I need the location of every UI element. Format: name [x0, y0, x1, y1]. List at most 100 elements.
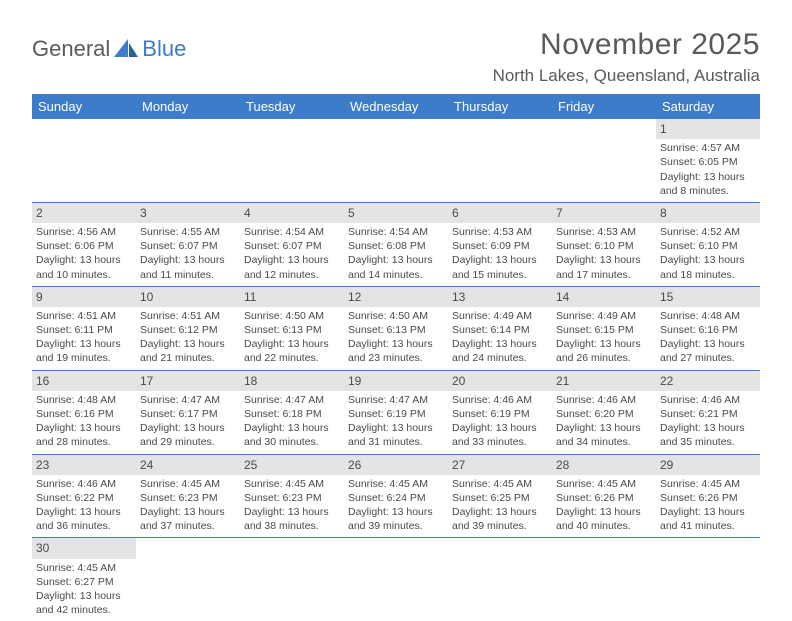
day-number: 20 — [448, 371, 552, 391]
day-number: 6 — [448, 203, 552, 223]
day-line: Daylight: 13 hours — [660, 505, 756, 519]
day-line: Sunrise: 4:50 AM — [348, 309, 444, 323]
week-row: 1Sunrise: 4:57 AMSunset: 6:05 PMDaylight… — [32, 119, 760, 203]
day-line: Daylight: 13 hours — [556, 421, 652, 435]
day-line: Sunrise: 4:48 AM — [660, 309, 756, 323]
day-body: Sunrise: 4:56 AMSunset: 6:06 PMDaylight:… — [32, 223, 136, 286]
day-line: Sunset: 6:23 PM — [140, 491, 236, 505]
day-number: 25 — [240, 455, 344, 475]
sail-icon — [114, 39, 140, 59]
day-number: 18 — [240, 371, 344, 391]
day-line: Sunrise: 4:49 AM — [556, 309, 652, 323]
day-line: and 17 minutes. — [556, 268, 652, 282]
weeks-container: 1Sunrise: 4:57 AMSunset: 6:05 PMDaylight… — [32, 119, 760, 621]
day-line: Sunrise: 4:47 AM — [348, 393, 444, 407]
day-line: Sunset: 6:13 PM — [348, 323, 444, 337]
day-line: Sunrise: 4:46 AM — [36, 477, 132, 491]
day-line: Sunset: 6:13 PM — [244, 323, 340, 337]
day-body: Sunrise: 4:46 AMSunset: 6:19 PMDaylight:… — [448, 391, 552, 454]
day-line: Sunrise: 4:45 AM — [556, 477, 652, 491]
day-line: and 19 minutes. — [36, 351, 132, 365]
day-line: Daylight: 13 hours — [140, 253, 236, 267]
day-cell: 18Sunrise: 4:47 AMSunset: 6:18 PMDayligh… — [240, 371, 344, 454]
day-cell: 24Sunrise: 4:45 AMSunset: 6:23 PMDayligh… — [136, 455, 240, 538]
day-line: and 28 minutes. — [36, 435, 132, 449]
day-line: Sunset: 6:11 PM — [36, 323, 132, 337]
day-number: 29 — [656, 455, 760, 475]
day-cell — [552, 119, 656, 202]
day-line: Sunset: 6:06 PM — [36, 239, 132, 253]
day-line: Daylight: 13 hours — [452, 505, 548, 519]
day-line: Daylight: 13 hours — [244, 505, 340, 519]
day-cell: 12Sunrise: 4:50 AMSunset: 6:13 PMDayligh… — [344, 287, 448, 370]
day-number: 27 — [448, 455, 552, 475]
day-cell — [552, 538, 656, 621]
day-cell: 29Sunrise: 4:45 AMSunset: 6:26 PMDayligh… — [656, 455, 760, 538]
day-number: 2 — [32, 203, 136, 223]
day-number: 8 — [656, 203, 760, 223]
day-line: Daylight: 13 hours — [140, 421, 236, 435]
day-number: 13 — [448, 287, 552, 307]
day-number: 19 — [344, 371, 448, 391]
week-row: 30Sunrise: 4:45 AMSunset: 6:27 PMDayligh… — [32, 538, 760, 621]
week-row: 23Sunrise: 4:46 AMSunset: 6:22 PMDayligh… — [32, 455, 760, 539]
day-cell — [32, 119, 136, 202]
day-line: and 37 minutes. — [140, 519, 236, 533]
day-body: Sunrise: 4:52 AMSunset: 6:10 PMDaylight:… — [656, 223, 760, 286]
day-body: Sunrise: 4:50 AMSunset: 6:13 PMDaylight:… — [240, 307, 344, 370]
day-line: Sunrise: 4:51 AM — [140, 309, 236, 323]
day-line: Sunset: 6:15 PM — [556, 323, 652, 337]
day-cell — [656, 538, 760, 621]
day-cell: 28Sunrise: 4:45 AMSunset: 6:26 PMDayligh… — [552, 455, 656, 538]
day-line: Sunset: 6:18 PM — [244, 407, 340, 421]
day-body: Sunrise: 4:45 AMSunset: 6:25 PMDaylight:… — [448, 475, 552, 538]
day-body: Sunrise: 4:54 AMSunset: 6:07 PMDaylight:… — [240, 223, 344, 286]
day-number: 4 — [240, 203, 344, 223]
day-cell: 16Sunrise: 4:48 AMSunset: 6:16 PMDayligh… — [32, 371, 136, 454]
day-line: Sunset: 6:10 PM — [556, 239, 652, 253]
day-body: Sunrise: 4:48 AMSunset: 6:16 PMDaylight:… — [656, 307, 760, 370]
day-cell: 1Sunrise: 4:57 AMSunset: 6:05 PMDaylight… — [656, 119, 760, 202]
day-body: Sunrise: 4:51 AMSunset: 6:11 PMDaylight:… — [32, 307, 136, 370]
day-cell: 9Sunrise: 4:51 AMSunset: 6:11 PMDaylight… — [32, 287, 136, 370]
day-cell: 8Sunrise: 4:52 AMSunset: 6:10 PMDaylight… — [656, 203, 760, 286]
day-body: Sunrise: 4:47 AMSunset: 6:17 PMDaylight:… — [136, 391, 240, 454]
day-body: Sunrise: 4:55 AMSunset: 6:07 PMDaylight:… — [136, 223, 240, 286]
day-line: and 12 minutes. — [244, 268, 340, 282]
day-line: Sunrise: 4:49 AM — [452, 309, 548, 323]
day-body: Sunrise: 4:45 AMSunset: 6:26 PMDaylight:… — [656, 475, 760, 538]
day-line: Sunrise: 4:45 AM — [244, 477, 340, 491]
day-line: Sunset: 6:19 PM — [348, 407, 444, 421]
day-line: and 39 minutes. — [348, 519, 444, 533]
day-line: and 14 minutes. — [348, 268, 444, 282]
day-line: Daylight: 13 hours — [660, 421, 756, 435]
day-number: 15 — [656, 287, 760, 307]
day-line: Sunrise: 4:45 AM — [348, 477, 444, 491]
day-cell: 15Sunrise: 4:48 AMSunset: 6:16 PMDayligh… — [656, 287, 760, 370]
day-line: and 26 minutes. — [556, 351, 652, 365]
day-line: and 11 minutes. — [140, 268, 236, 282]
day-line: Sunset: 6:08 PM — [348, 239, 444, 253]
day-line: and 39 minutes. — [452, 519, 548, 533]
day-line: and 29 minutes. — [140, 435, 236, 449]
day-body: Sunrise: 4:45 AMSunset: 6:26 PMDaylight:… — [552, 475, 656, 538]
day-line: and 34 minutes. — [556, 435, 652, 449]
day-line: Sunrise: 4:50 AM — [244, 309, 340, 323]
day-line: Daylight: 13 hours — [556, 337, 652, 351]
day-line: Daylight: 13 hours — [36, 421, 132, 435]
day-line: Sunset: 6:05 PM — [660, 155, 756, 169]
day-body: Sunrise: 4:49 AMSunset: 6:14 PMDaylight:… — [448, 307, 552, 370]
day-line: Sunrise: 4:55 AM — [140, 225, 236, 239]
day-line: Daylight: 13 hours — [36, 505, 132, 519]
day-line: and 10 minutes. — [36, 268, 132, 282]
day-line: and 23 minutes. — [348, 351, 444, 365]
day-line: Sunrise: 4:54 AM — [244, 225, 340, 239]
day-line: Daylight: 13 hours — [140, 505, 236, 519]
day-cell: 13Sunrise: 4:49 AMSunset: 6:14 PMDayligh… — [448, 287, 552, 370]
title-block: November 2025 North Lakes, Queensland, A… — [493, 28, 760, 86]
day-cell: 7Sunrise: 4:53 AMSunset: 6:10 PMDaylight… — [552, 203, 656, 286]
day-number: 17 — [136, 371, 240, 391]
day-number: 7 — [552, 203, 656, 223]
day-body: Sunrise: 4:45 AMSunset: 6:23 PMDaylight:… — [240, 475, 344, 538]
day-number: 9 — [32, 287, 136, 307]
